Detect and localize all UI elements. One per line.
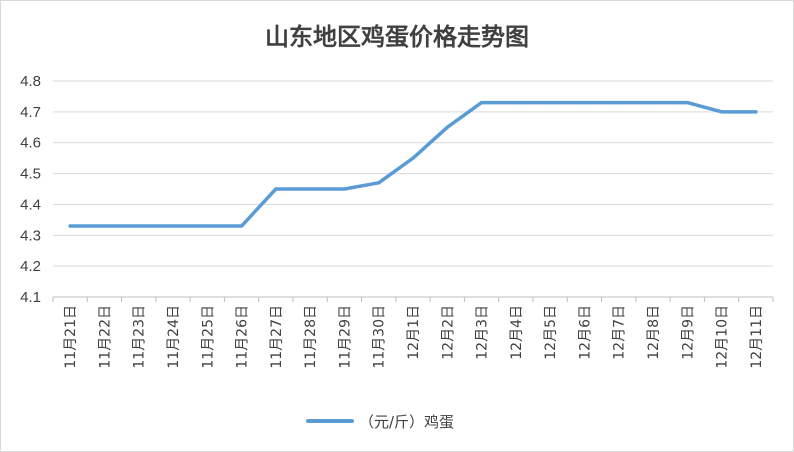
data-point	[651, 101, 655, 105]
y-tick-label: 4.1	[20, 289, 41, 306]
data-point	[342, 187, 347, 191]
x-axis	[52, 296, 774, 302]
y-tick-label: 4.4	[20, 196, 41, 213]
series-line-egg-price	[68, 100, 758, 228]
x-tick-label: 12月7日	[612, 305, 628, 360]
data-point	[411, 156, 415, 160]
y-tick-label: 4.6	[20, 135, 41, 152]
x-tick-label: 12月10日	[715, 305, 731, 369]
x-tick-label: 12月1日	[406, 305, 422, 360]
y-tick-label: 4.8	[20, 73, 41, 90]
data-point	[68, 224, 72, 228]
chart-title: 山东地区鸡蛋价格走势图	[265, 22, 529, 51]
data-point	[582, 101, 587, 105]
data-point	[377, 181, 381, 185]
x-tick-label: 12月5日	[543, 305, 559, 360]
x-tick-label: 12月8日	[646, 305, 662, 360]
legend: （元/斤）鸡蛋	[306, 413, 454, 431]
x-tick-label: 12月2日	[440, 305, 456, 360]
data-point	[239, 224, 244, 228]
data-point	[617, 101, 621, 105]
data-point	[514, 101, 518, 105]
y-tick-label: 4.3	[20, 227, 41, 244]
y-tick-label: 4.2	[20, 258, 41, 275]
data-point	[205, 224, 209, 228]
x-tick-label: 11月25日	[200, 305, 216, 369]
data-point	[308, 187, 312, 191]
x-tick-label: 11月24日	[166, 305, 182, 369]
x-tick-label: 11月28日	[303, 305, 319, 369]
data-point	[548, 101, 552, 105]
data-point	[137, 224, 141, 228]
x-tick-label: 12月6日	[577, 305, 593, 360]
x-tick-label: 11月29日	[337, 305, 353, 369]
data-point	[274, 187, 278, 191]
data-point	[102, 224, 107, 228]
y-axis-ticks: 4.1 4.2 4.3 4.4 4.5 4.6 4.7 4.8	[20, 73, 41, 306]
legend-label: （元/斤）鸡蛋	[359, 413, 454, 431]
series	[68, 100, 758, 228]
x-tick-label: 11月21日	[63, 305, 79, 369]
y-tick-label: 4.7	[20, 104, 41, 121]
x-tick-label: 11月22日	[97, 305, 113, 369]
x-axis-ticks: 11月21日 11月22日 11月23日 11月24日 11月25日 11月26日 11月2…	[63, 305, 765, 369]
data-point	[754, 110, 758, 114]
data-point	[445, 125, 449, 129]
y-tick-label: 4.5	[20, 166, 41, 183]
x-tick-label: 11月30日	[372, 305, 388, 369]
x-tick-label: 11月26日	[235, 305, 251, 369]
x-tick-label: 12月11日	[749, 305, 765, 369]
gridlines	[53, 80, 773, 267]
x-tick-label: 12月9日	[680, 305, 696, 360]
x-tick-label: 12月4日	[509, 305, 525, 360]
x-tick-label: 11月27日	[269, 305, 285, 369]
x-tick-label: 12月3日	[475, 305, 491, 360]
x-tick-label: 11月23日	[132, 305, 148, 369]
data-point	[171, 224, 175, 228]
data-point	[685, 101, 689, 105]
data-point	[479, 101, 484, 105]
data-point	[719, 110, 724, 114]
